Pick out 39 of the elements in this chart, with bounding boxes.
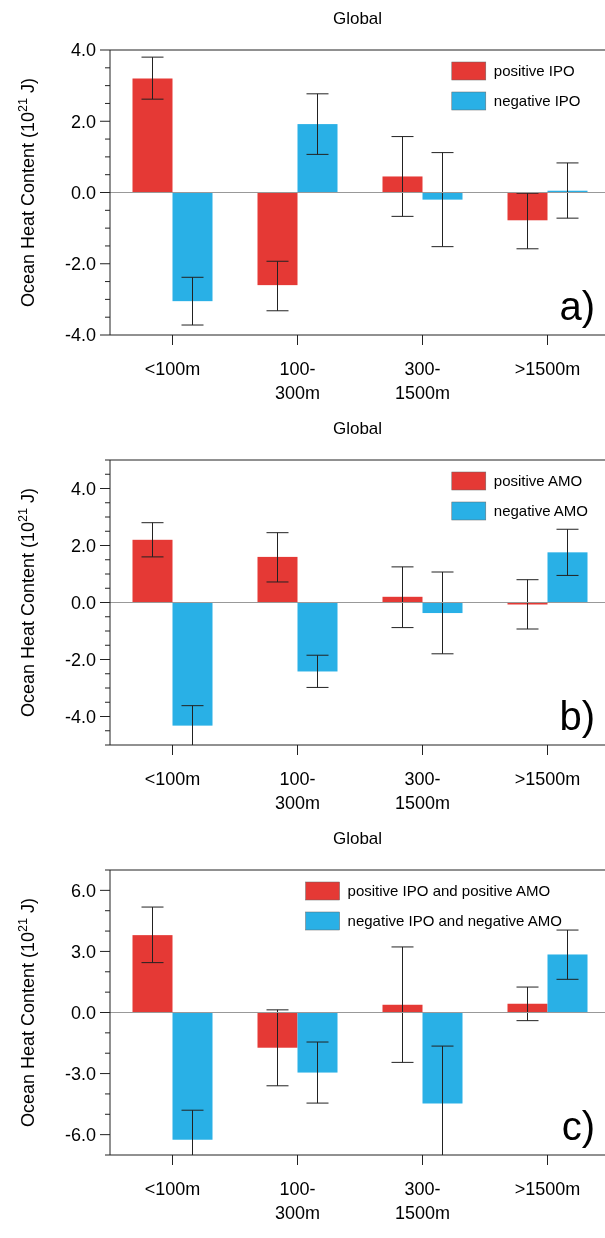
x-tick-label: >1500m <box>514 1179 581 1199</box>
x-tick-label: 300-1500m <box>394 359 451 403</box>
y-tick-label: 2.0 <box>70 111 96 132</box>
y-tick-label: 4.0 <box>70 40 96 61</box>
chart-title: Global <box>332 829 383 848</box>
x-tick-label: 300-1500m <box>394 769 451 813</box>
x-tick-label: 100-300m <box>274 1179 321 1223</box>
y-tick-label: -3.0 <box>64 1063 96 1084</box>
y-tick-label: 0.0 <box>70 1002 96 1023</box>
y-tick-label: -4.0 <box>64 325 96 346</box>
annotation: b) <box>559 694 595 738</box>
x-tick-label: <100m <box>144 769 201 789</box>
legend-label: positive IPO <box>493 62 575 80</box>
y-tick-label: -4.0 <box>64 706 96 727</box>
legend-label: negative IPO <box>493 92 581 110</box>
chart-title: Global <box>332 9 383 28</box>
x-tick-label: 300-1500m <box>394 1179 451 1223</box>
legend-label: positive IPO and positive AMO <box>347 882 551 900</box>
x-tick-label: 100-300m <box>274 769 321 813</box>
x-tick-label: >1500m <box>514 769 581 789</box>
y-tick-label: 4.0 <box>70 478 96 499</box>
annotation: a) <box>559 284 595 328</box>
y-tick-label: 0.0 <box>70 182 96 203</box>
y-tick-label: -2.0 <box>64 649 96 670</box>
x-tick-label: 100-300m <box>274 359 321 403</box>
y-tick-label: 2.0 <box>70 535 96 556</box>
y-tick-label: -2.0 <box>64 254 96 275</box>
y-tick-label: 3.0 <box>70 941 96 962</box>
y-tick-label: 0.0 <box>70 592 96 613</box>
chart-title: Global <box>332 419 383 438</box>
y-tick-label: 6.0 <box>70 880 96 901</box>
legend-label: positive AMO <box>493 472 583 490</box>
x-tick-label: <100m <box>144 359 201 379</box>
x-tick-label: <100m <box>144 1179 201 1199</box>
legend-label: negative AMO <box>493 502 589 520</box>
legend-label: negative IPO and negative AMO <box>347 912 562 930</box>
annotation: c) <box>561 1104 595 1148</box>
y-tick-label: -6.0 <box>64 1124 96 1145</box>
x-tick-label: >1500m <box>514 359 581 379</box>
